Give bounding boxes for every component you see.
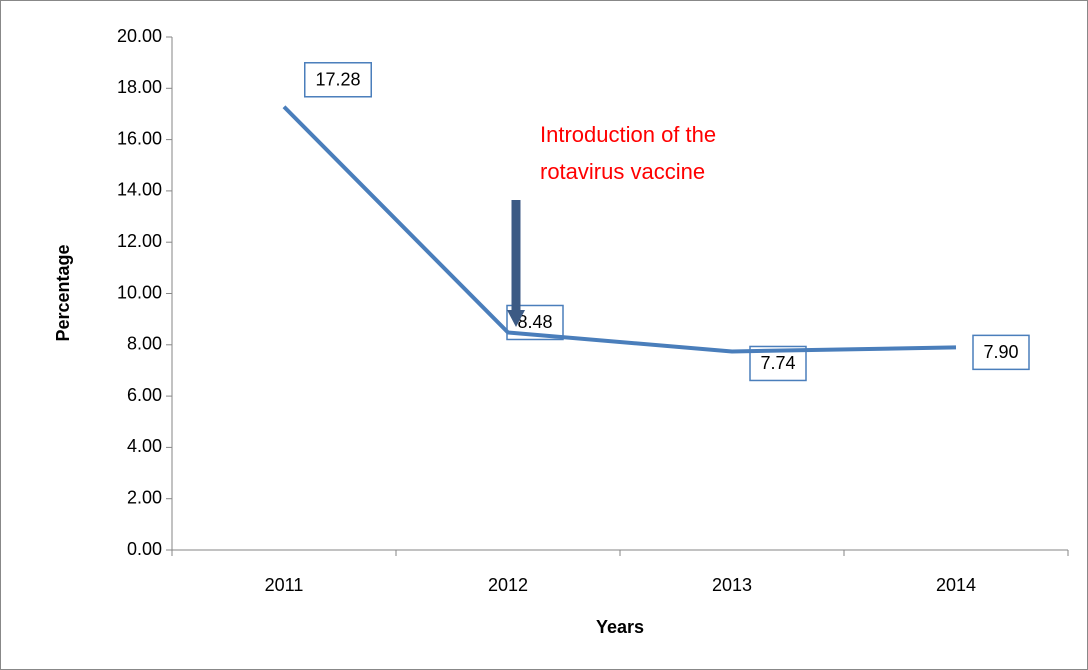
- y-tick-label: 16.00: [117, 128, 162, 148]
- x-tick-label: 2012: [488, 575, 528, 595]
- y-tick-label: 0.00: [127, 539, 162, 559]
- x-axis-title: Years: [596, 617, 644, 637]
- data-label: 7.90: [983, 342, 1018, 362]
- y-axis-title: Percentage: [53, 244, 73, 341]
- y-tick-label: 20.00: [117, 26, 162, 46]
- x-tick-label: 2014: [936, 575, 976, 595]
- y-tick-label: 14.00: [117, 180, 162, 200]
- x-tick-label: 2013: [712, 575, 752, 595]
- y-tick-label: 8.00: [127, 334, 162, 354]
- y-tick-label: 4.00: [127, 436, 162, 456]
- annotation-text: Introduction of the: [540, 122, 716, 147]
- y-tick-label: 2.00: [127, 487, 162, 507]
- y-tick-label: 12.00: [117, 231, 162, 251]
- page: Percentage Years 0.00 2.00 4.00 6.00 8.00 10.…: [0, 0, 1088, 670]
- chart: Percentage Years 0.00 2.00 4.00 6.00 8.00 10.…: [0, 0, 1088, 670]
- x-tick-label: 2011: [265, 575, 304, 595]
- data-label: 17.28: [315, 70, 360, 90]
- y-tick-label: 6.00: [127, 385, 162, 405]
- data-label: 7.74: [760, 353, 795, 373]
- y-tick-label: 18.00: [117, 77, 162, 97]
- y-tick-label: 10.00: [117, 282, 162, 302]
- annotation-text: rotavirus vaccine: [540, 159, 705, 184]
- data-label: 8.48: [517, 312, 552, 332]
